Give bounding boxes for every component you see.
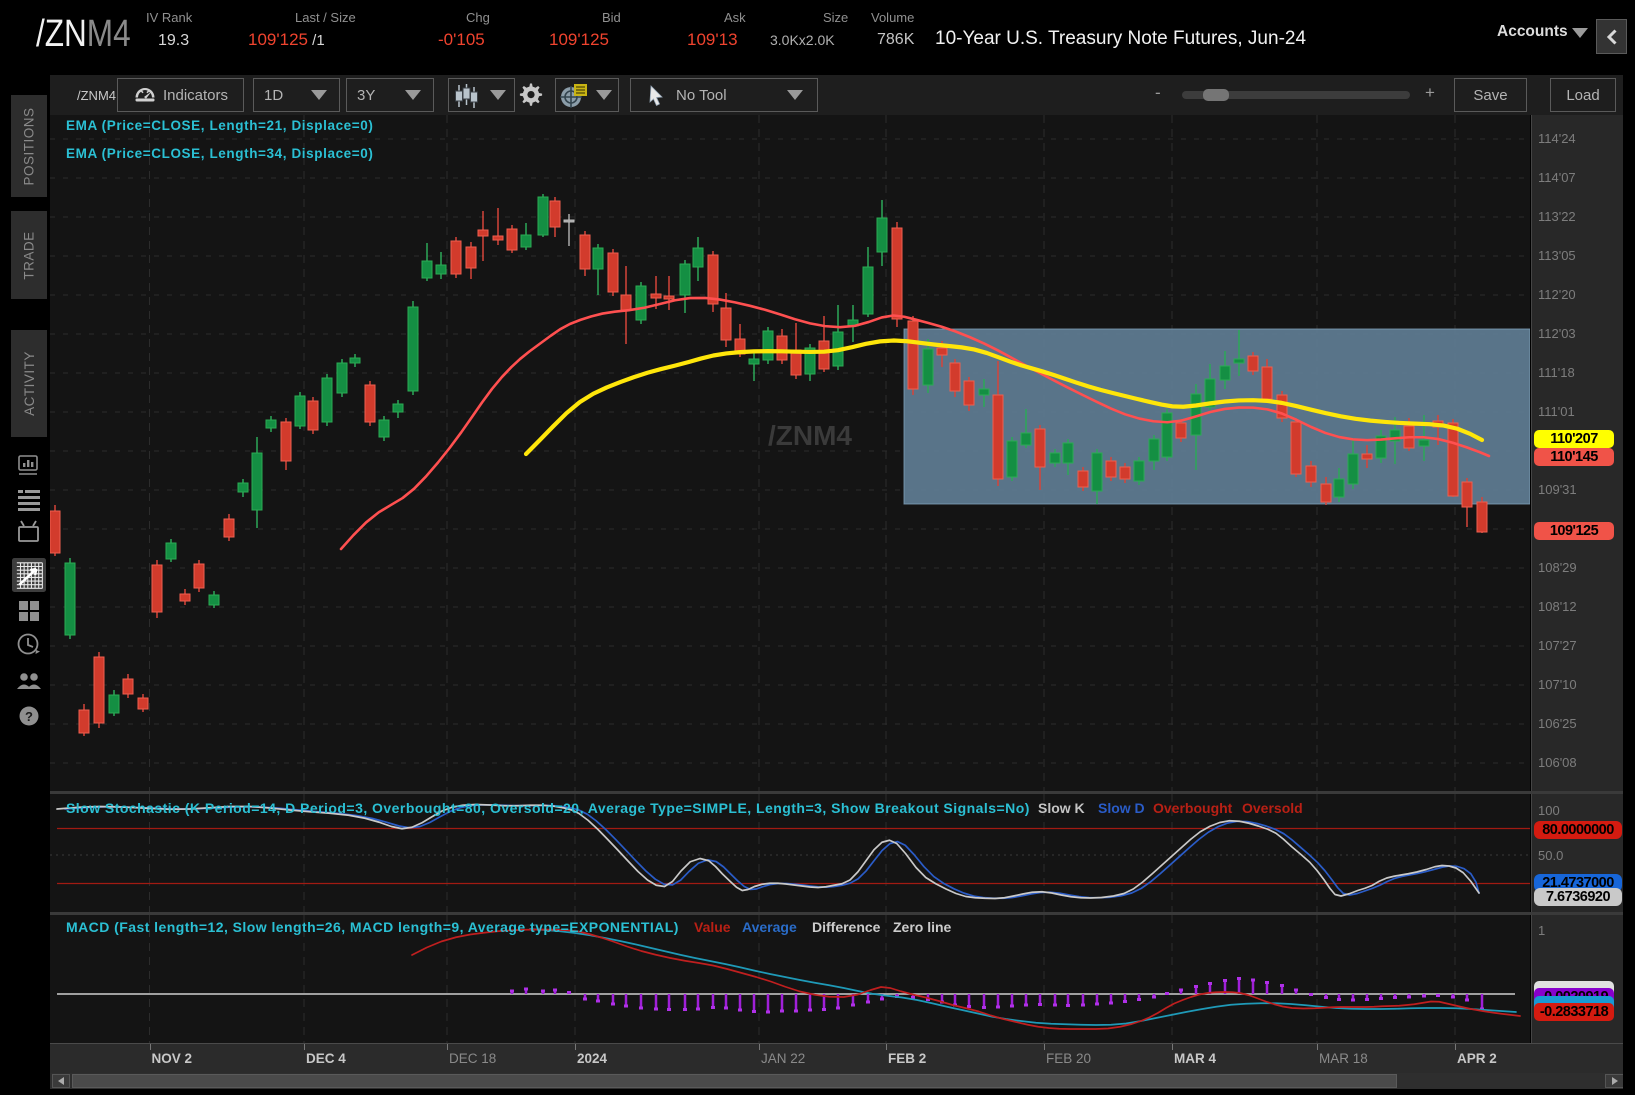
svg-text:MACD (Fast length=12, Slow len: MACD (Fast length=12, Slow length=26, MA… <box>66 919 952 935</box>
svg-text:?: ? <box>25 709 33 724</box>
svg-text:Slow Stochastic (K Period=14,: Slow Stochastic (K Period=14, D Period=3… <box>66 800 1303 816</box>
svg-text:/ZNM4: /ZNM4 <box>768 420 852 451</box>
